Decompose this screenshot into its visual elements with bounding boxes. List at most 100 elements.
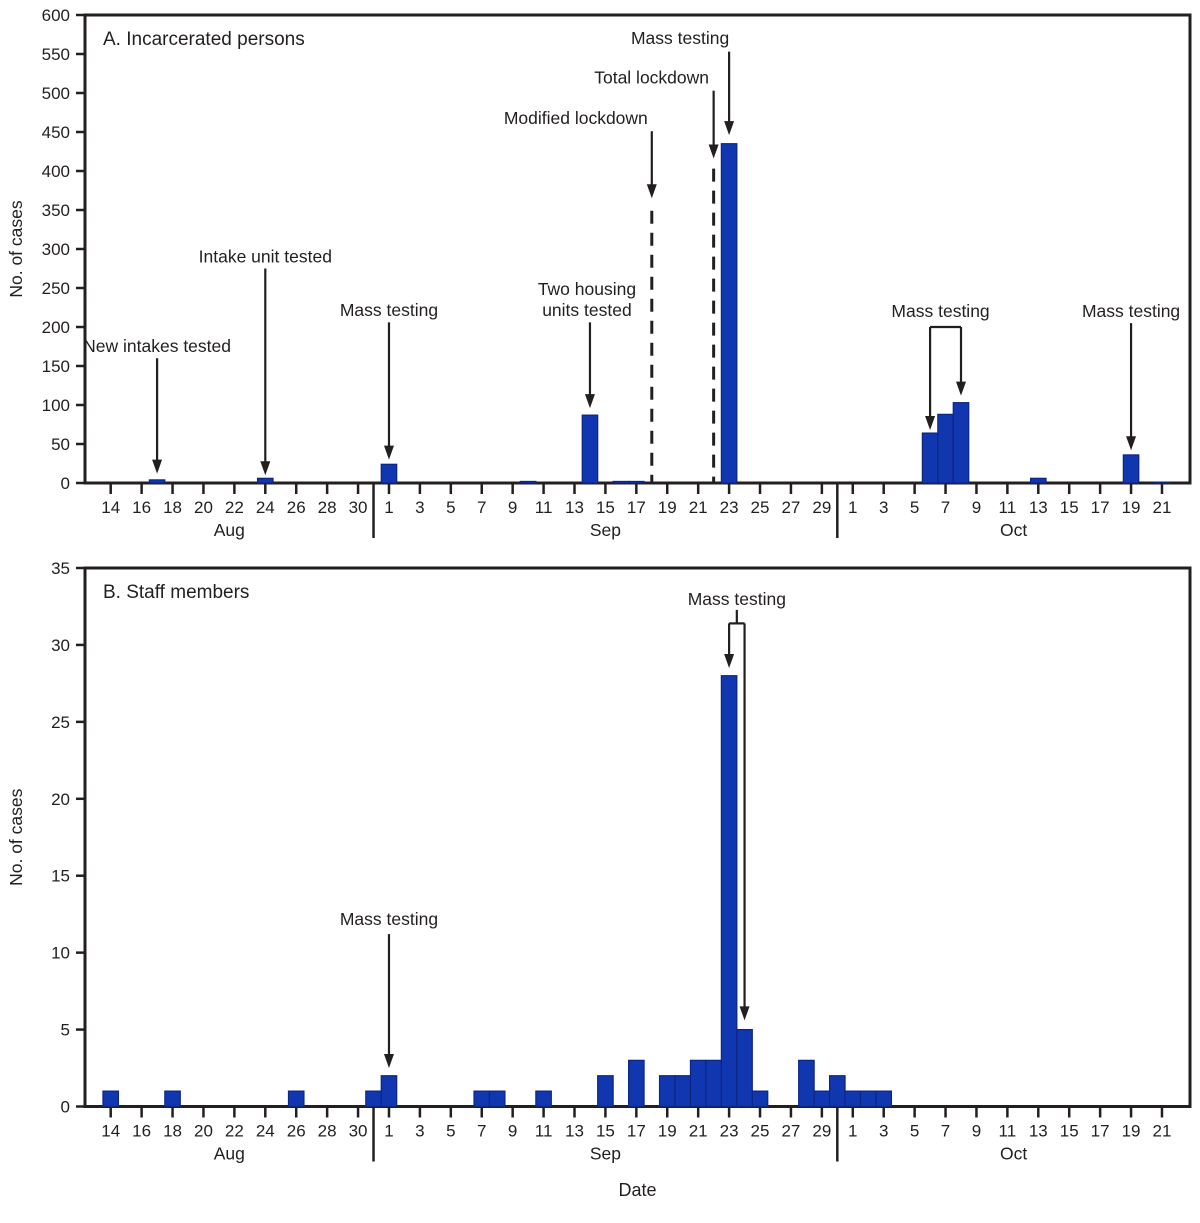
bar-sep-1 bbox=[380, 463, 398, 484]
arrowhead-icon bbox=[646, 184, 657, 199]
panel-title: A. Incarcerated persons bbox=[103, 29, 305, 50]
bar-sep-25 bbox=[751, 1090, 769, 1108]
bar-oct-3 bbox=[875, 1090, 893, 1108]
month-label: Aug bbox=[214, 1144, 245, 1164]
x-tick-label: 13 bbox=[565, 1122, 584, 1141]
x-tick-label: 22 bbox=[225, 498, 244, 517]
annotation-arrow: Intake unit tested bbox=[199, 246, 332, 476]
annotation-label: Intake unit tested bbox=[199, 246, 332, 266]
bar-oct-13 bbox=[1029, 477, 1047, 484]
y-tick-label: 300 bbox=[42, 240, 70, 259]
arrowhead-icon bbox=[956, 381, 966, 396]
month-label: Oct bbox=[1000, 1144, 1027, 1164]
bar-sep-30 bbox=[828, 1075, 846, 1108]
x-tick-label: 5 bbox=[446, 498, 455, 517]
bar-sep-17 bbox=[628, 1059, 645, 1108]
month-label: Aug bbox=[214, 520, 245, 540]
annotation-arrow: Mass testing bbox=[340, 300, 438, 460]
panel-title: B. Staff members bbox=[103, 582, 249, 603]
x-tick-label: 17 bbox=[627, 1122, 646, 1141]
bar-sep-29 bbox=[813, 1090, 831, 1108]
x-tick-label: 27 bbox=[781, 498, 800, 517]
x-tick-label: 18 bbox=[163, 1122, 182, 1141]
y-tick-label: 10 bbox=[51, 944, 70, 963]
y-tick-label: 30 bbox=[51, 636, 70, 655]
annotation-arrow: Mass testing bbox=[631, 28, 735, 136]
x-tick-label: 11 bbox=[535, 1122, 553, 1141]
annotation-label: New intakes tested bbox=[83, 336, 231, 356]
x-tick-label: 14 bbox=[101, 498, 120, 517]
x-tick-label: 9 bbox=[972, 498, 981, 517]
x-tick-label: 15 bbox=[1060, 498, 1079, 517]
x-tick-label: 5 bbox=[910, 498, 919, 517]
x-tick-label: 11 bbox=[999, 498, 1017, 517]
annotation-label: Mass testing bbox=[688, 589, 786, 609]
bar-sep-20 bbox=[674, 1075, 692, 1108]
arrowhead-icon bbox=[584, 394, 595, 409]
x-tick-label: 9 bbox=[972, 1122, 981, 1141]
x-tick-label: 15 bbox=[1060, 1122, 1079, 1141]
bar-oct-7 bbox=[937, 413, 954, 484]
annotation-dashed: Total lockdown bbox=[594, 68, 719, 482]
annotation-label: Two housing bbox=[538, 279, 636, 299]
x-tick-label: 15 bbox=[596, 498, 615, 517]
x-tick-label: 16 bbox=[132, 1122, 151, 1141]
bar-sep-1 bbox=[380, 1075, 398, 1108]
x-tick-label: 21 bbox=[689, 1122, 708, 1141]
y-tick-label: 350 bbox=[42, 201, 70, 220]
bar-sep-23 bbox=[720, 675, 738, 1108]
x-tick-label: 30 bbox=[349, 1122, 368, 1141]
bar-aug-14 bbox=[102, 1090, 120, 1108]
y-axis-label-group: No. of cases bbox=[6, 200, 26, 298]
y-tick-label: 200 bbox=[42, 318, 70, 337]
bar-aug-18 bbox=[164, 1090, 181, 1108]
x-tick-label: 30 bbox=[349, 498, 368, 517]
x-tick-label: 28 bbox=[318, 1122, 337, 1141]
x-tick-label: 5 bbox=[910, 1122, 919, 1141]
x-tick-label: 7 bbox=[941, 1122, 950, 1141]
x-tick-label: 28 bbox=[318, 498, 337, 517]
bar-sep-7 bbox=[473, 1090, 491, 1108]
bar-aug-17 bbox=[148, 479, 166, 484]
arrowhead-icon bbox=[708, 144, 719, 159]
bar-sep-10 bbox=[519, 480, 537, 484]
x-tick-label: 9 bbox=[508, 498, 517, 517]
y-tick-label: 600 bbox=[42, 6, 70, 25]
bar-sep-22 bbox=[705, 1059, 722, 1108]
y-tick-label: 450 bbox=[42, 123, 70, 142]
bar-sep-14 bbox=[581, 414, 599, 484]
x-tick-label: 14 bbox=[101, 1122, 120, 1141]
x-tick-label: 25 bbox=[751, 498, 770, 517]
plot-frame bbox=[83, 566, 1192, 1108]
bar-sep-8 bbox=[488, 1090, 506, 1108]
annotation-label: Mass testing bbox=[891, 301, 989, 321]
x-tick-label: 19 bbox=[658, 498, 677, 517]
annotation-dashed: Modified lockdown bbox=[504, 108, 657, 482]
x-tick-label: 19 bbox=[1122, 498, 1141, 517]
annotation-label: Mass testing bbox=[1082, 301, 1180, 321]
bar-oct-19 bbox=[1122, 454, 1140, 484]
y-tick-label: 20 bbox=[51, 790, 70, 809]
bar-sep-19 bbox=[658, 1075, 676, 1108]
x-tick-label: 1 bbox=[848, 498, 857, 517]
x-tick-label: 3 bbox=[879, 1122, 888, 1141]
arrowhead-icon bbox=[925, 415, 936, 430]
x-tick-label: 21 bbox=[689, 498, 708, 517]
x-tick-label: 26 bbox=[287, 498, 306, 517]
bar-aug-24 bbox=[256, 477, 274, 484]
bar-sep-15 bbox=[597, 1075, 614, 1108]
bar-aug-26 bbox=[287, 1090, 305, 1108]
annotation-arrow: Mass testing bbox=[1082, 301, 1180, 451]
x-axis-title: Date bbox=[618, 1180, 656, 1200]
x-tick-label: 1 bbox=[384, 498, 393, 517]
y-tick-label: 250 bbox=[42, 279, 70, 298]
y-tick-label: 400 bbox=[42, 162, 70, 181]
x-tick-label: 29 bbox=[812, 498, 831, 517]
x-tick-label: 24 bbox=[256, 1122, 275, 1141]
y-axis-label: No. of cases bbox=[6, 788, 26, 886]
x-tick-label: 1 bbox=[848, 1122, 857, 1141]
arrowhead-icon bbox=[739, 1006, 750, 1021]
month-label: Oct bbox=[1000, 520, 1027, 540]
